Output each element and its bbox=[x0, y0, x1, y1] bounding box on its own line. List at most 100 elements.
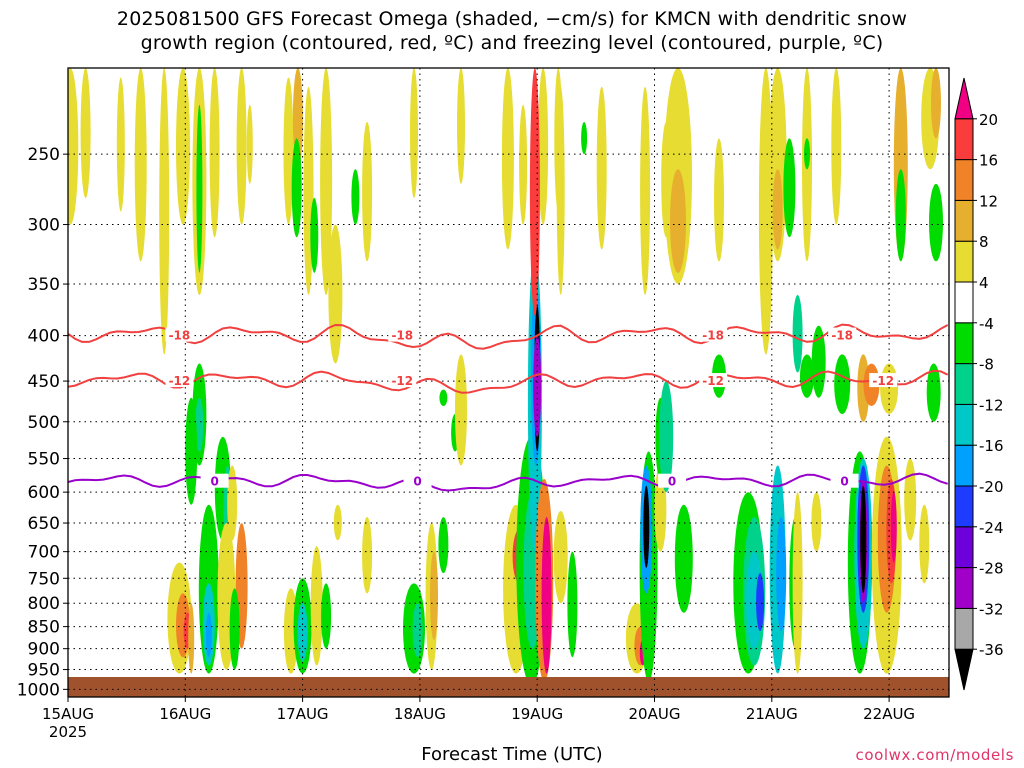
omega-cell bbox=[581, 122, 588, 155]
omega-cell bbox=[643, 485, 650, 568]
contour-label-bg bbox=[699, 327, 728, 342]
colorbar-label: 8 bbox=[979, 233, 989, 251]
y-tick-label: 800 bbox=[28, 594, 60, 614]
omega-cell bbox=[116, 77, 125, 212]
x-tick-label: 19AUG bbox=[511, 705, 563, 723]
ground-surface bbox=[68, 677, 949, 697]
omega-cell bbox=[159, 68, 170, 355]
colorbar-swatch bbox=[954, 281, 974, 324]
y-tick-label: 350 bbox=[28, 275, 60, 295]
contour-label-bg bbox=[869, 373, 898, 388]
omega-cell bbox=[529, 68, 540, 316]
x-axis-ticks: 15AUG 16AUG 17AUG 18AUG 19AUG 20AUG 21AUG 22AUG… bbox=[42, 697, 915, 740]
omega-cell bbox=[519, 104, 528, 225]
colorbar-swatch bbox=[954, 526, 974, 569]
colorbar-label: -24 bbox=[979, 519, 1004, 537]
contour-label: -12 bbox=[391, 374, 413, 388]
x-tick-label: 21AUG bbox=[746, 705, 798, 723]
contour-label-bg bbox=[200, 473, 229, 488]
contour-label: -18 bbox=[831, 329, 853, 343]
omega-cell bbox=[283, 77, 294, 225]
omega-time-height-chart: -18 -18 -18 -18 -12 -12 -12 -12 0 0 0 0 250 300 350 40… bbox=[17, 67, 1004, 740]
ground-fill bbox=[68, 677, 949, 697]
omega-cell bbox=[185, 397, 198, 505]
contour-label: 0 bbox=[210, 475, 218, 489]
colorbar-label: -12 bbox=[979, 396, 1004, 414]
omega-cell bbox=[188, 603, 195, 674]
y-tick-label: 850 bbox=[28, 618, 60, 638]
omega-cell bbox=[714, 138, 724, 262]
x-tick-label: 16AUG bbox=[159, 705, 211, 723]
omega-cell bbox=[68, 68, 79, 225]
colorbar-label: 4 bbox=[979, 274, 989, 292]
omega-cell bbox=[320, 68, 333, 295]
omega-cell bbox=[929, 183, 943, 262]
omega-cell bbox=[860, 485, 867, 594]
colorbar-swatch bbox=[954, 485, 974, 528]
omega-cell bbox=[412, 603, 423, 658]
omega-cell bbox=[205, 612, 212, 658]
colorbar-swatch bbox=[954, 648, 974, 691]
omega-cell bbox=[783, 138, 796, 238]
colorbar-label: -4 bbox=[979, 315, 994, 333]
y-tick-label: 700 bbox=[28, 543, 60, 563]
omega-cell bbox=[811, 325, 826, 398]
omega-cell bbox=[904, 458, 917, 541]
omega-cell bbox=[756, 573, 765, 632]
credit-link[interactable]: coolwx.com/models bbox=[855, 746, 1014, 764]
y-tick-label: 600 bbox=[28, 483, 60, 503]
colorbar-swatch bbox=[954, 567, 974, 609]
omega-cell bbox=[236, 68, 247, 225]
contour-label-bg bbox=[699, 373, 728, 388]
colorbar-label: -16 bbox=[979, 437, 1004, 455]
omega-cell bbox=[362, 121, 373, 262]
omega-cell bbox=[328, 224, 343, 364]
y-tick-label: 1000 bbox=[17, 680, 60, 700]
colorbar-swatch bbox=[954, 199, 974, 242]
colorbar-swatch bbox=[954, 118, 974, 161]
contour-line bbox=[68, 323, 949, 350]
omega-cell bbox=[430, 551, 438, 640]
contour-label: -12 bbox=[702, 374, 724, 388]
omega-cell bbox=[310, 197, 319, 273]
omega-cell bbox=[792, 295, 803, 373]
omega-cell bbox=[351, 169, 360, 225]
colorbar-label: -36 bbox=[979, 641, 1004, 659]
contour-label: -18 bbox=[702, 329, 724, 343]
contour-label-bg bbox=[165, 327, 194, 342]
grid-lines bbox=[68, 68, 949, 697]
omega-cell bbox=[196, 104, 203, 273]
colorbar-label: -20 bbox=[979, 478, 1004, 496]
contour-label-bg bbox=[403, 473, 432, 488]
omega-cell bbox=[227, 465, 238, 541]
plot-frame bbox=[67, 67, 950, 698]
contour-label-bg bbox=[828, 327, 857, 342]
x-tick-label: 15AUG bbox=[42, 705, 94, 723]
colorbar-label: 20 bbox=[979, 111, 998, 129]
omega-cell bbox=[659, 381, 674, 493]
omega-cell bbox=[195, 397, 204, 452]
colorbar-swatch bbox=[954, 403, 974, 446]
omega-cell bbox=[931, 68, 941, 139]
x-year-label: 2025 bbox=[49, 723, 87, 740]
contour-label-bg bbox=[658, 473, 687, 488]
colorbar-label: -28 bbox=[979, 560, 1004, 578]
omega-cell bbox=[674, 504, 693, 613]
omega-cell bbox=[670, 169, 686, 273]
y-axis-ticks: 2503003504004505005506006507007508008509… bbox=[17, 145, 68, 700]
y-tick-label: 950 bbox=[28, 661, 60, 681]
omega-cell bbox=[310, 546, 323, 666]
colorbar-swatch bbox=[954, 240, 974, 283]
omega-cell bbox=[455, 354, 467, 466]
colorbar-label: -8 bbox=[979, 356, 994, 374]
contour-label: 0 bbox=[413, 475, 421, 489]
x-tick-label: 20AUG bbox=[629, 705, 681, 723]
contour-label: -18 bbox=[169, 329, 191, 343]
y-tick-label: 300 bbox=[28, 216, 60, 236]
omega-shading bbox=[68, 68, 943, 686]
omega-cell bbox=[800, 354, 814, 398]
omega-cell bbox=[209, 68, 220, 238]
omega-cell bbox=[834, 354, 851, 415]
omega-cell bbox=[772, 169, 783, 250]
y-tick-label: 650 bbox=[28, 514, 60, 534]
